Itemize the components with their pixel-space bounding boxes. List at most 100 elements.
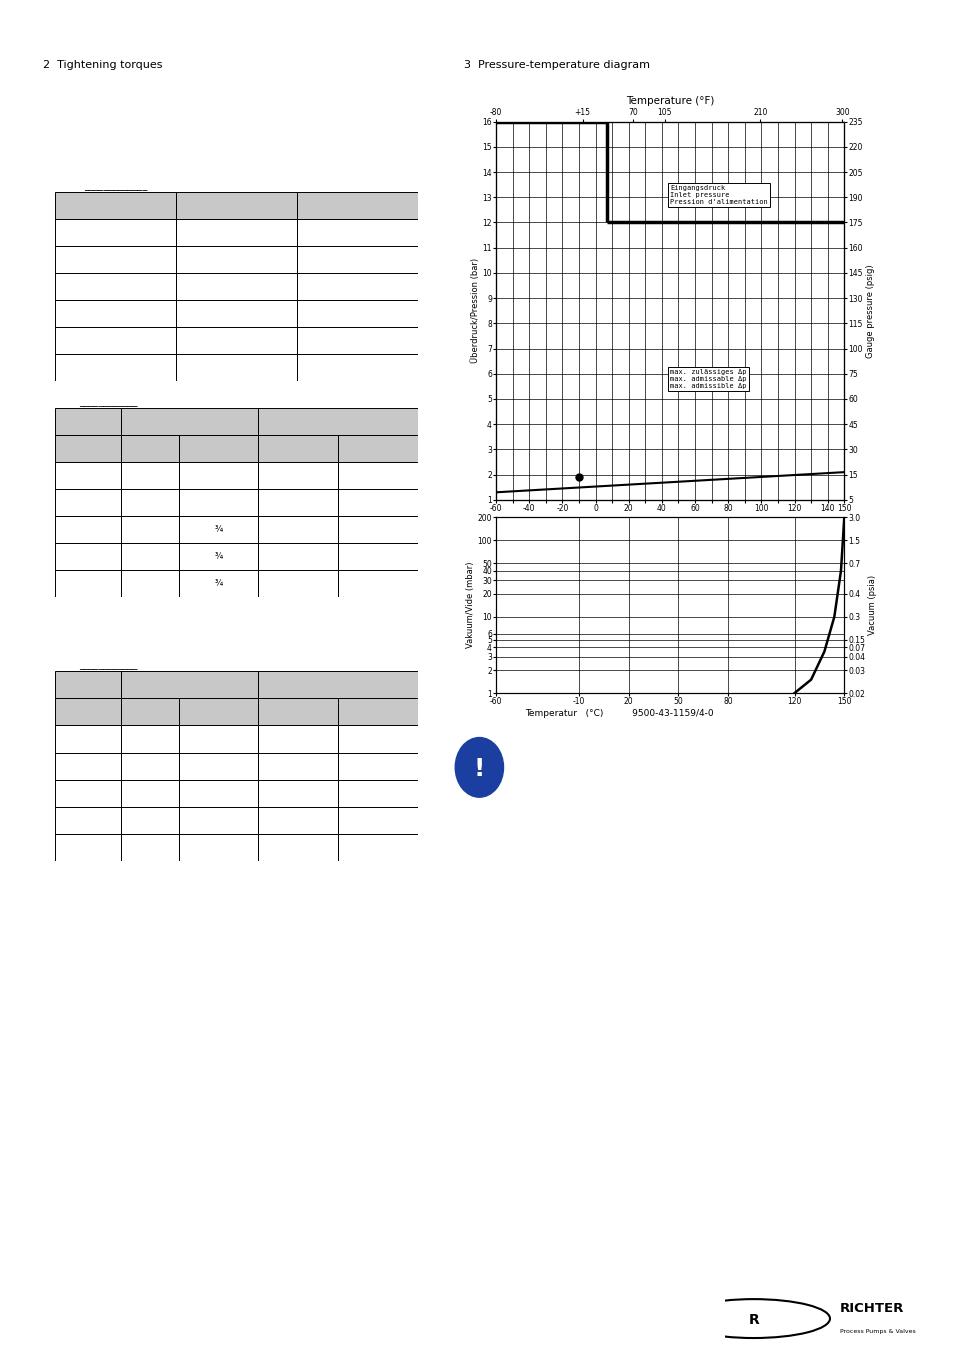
Bar	[258, 834, 337, 861]
Y-axis label: Gauge pressure (psig): Gauge pressure (psig)	[864, 263, 874, 358]
Bar	[176, 192, 296, 219]
Text: ¾: ¾	[214, 526, 222, 534]
Text: Eingangsdruck
Inlet pressure
Pression d'alimentation: Eingangsdruck Inlet pressure Pression d'…	[669, 185, 767, 204]
Bar	[120, 753, 178, 780]
Bar	[55, 462, 120, 489]
Bar	[55, 725, 120, 753]
Bar	[55, 408, 120, 435]
Bar	[337, 807, 417, 834]
Bar	[296, 327, 417, 354]
Bar	[120, 570, 178, 597]
Bar	[178, 834, 258, 861]
Bar	[120, 780, 178, 807]
Bar	[337, 834, 417, 861]
Bar	[178, 725, 258, 753]
Text: RICHTER: RICHTER	[839, 1302, 902, 1316]
Bar	[176, 273, 296, 300]
Bar	[337, 435, 417, 462]
Bar	[176, 300, 296, 327]
Circle shape	[455, 738, 503, 797]
Bar	[120, 408, 258, 435]
Bar	[337, 489, 417, 516]
Y-axis label: Überdruck/Pression (bar): Überdruck/Pression (bar)	[470, 258, 479, 363]
Bar	[258, 489, 337, 516]
Bar	[178, 753, 258, 780]
Y-axis label: Vacuum (psia): Vacuum (psia)	[867, 576, 877, 635]
Bar	[55, 327, 176, 354]
Circle shape	[677, 1300, 829, 1337]
Bar	[337, 570, 417, 597]
Bar	[55, 780, 120, 807]
Bar	[296, 192, 417, 219]
Bar	[178, 698, 258, 725]
Bar	[55, 219, 176, 246]
Bar	[55, 246, 176, 273]
Bar	[120, 671, 258, 698]
Text: 2  Tightening torques: 2 Tightening torques	[43, 59, 162, 70]
Bar	[120, 834, 178, 861]
Bar	[120, 807, 178, 834]
Bar	[120, 516, 178, 543]
Bar	[55, 516, 120, 543]
Bar	[55, 753, 120, 780]
Bar	[178, 462, 258, 489]
Text: Temperatur   (°C)          9500-43-1159/4-0: Temperatur (°C) 9500-43-1159/4-0	[524, 709, 713, 717]
Bar	[258, 753, 337, 780]
Bar	[258, 671, 417, 698]
Bar	[178, 489, 258, 516]
Bar	[258, 435, 337, 462]
Bar	[337, 753, 417, 780]
Bar	[296, 354, 417, 381]
Text: !: !	[474, 758, 484, 781]
Bar	[120, 725, 178, 753]
Bar	[120, 543, 178, 570]
Bar	[337, 462, 417, 489]
Bar	[55, 834, 120, 861]
Bar	[55, 489, 120, 516]
Bar	[55, 570, 120, 597]
Bar	[176, 327, 296, 354]
Bar	[258, 408, 417, 435]
Text: Process Pumps & Valves: Process Pumps & Valves	[839, 1329, 914, 1333]
Bar	[296, 273, 417, 300]
Bar	[55, 273, 176, 300]
Text: ¾: ¾	[214, 580, 222, 588]
Bar	[258, 698, 337, 725]
Bar	[258, 725, 337, 753]
Bar	[176, 246, 296, 273]
Text: 3  Pressure-temperature diagram: 3 Pressure-temperature diagram	[463, 59, 649, 70]
Bar	[258, 570, 337, 597]
Bar	[178, 807, 258, 834]
Bar	[176, 354, 296, 381]
Bar	[176, 219, 296, 246]
Bar	[55, 300, 176, 327]
Bar	[178, 435, 258, 462]
Bar	[337, 698, 417, 725]
Bar	[55, 543, 120, 570]
Bar	[120, 698, 178, 725]
X-axis label: Temperature (°F): Temperature (°F)	[625, 96, 714, 107]
Bar	[120, 462, 178, 489]
Bar	[120, 435, 178, 462]
Bar	[337, 543, 417, 570]
Bar	[178, 516, 258, 543]
Text: max. zulässiges Δp
max. admissable Δp
max. admissible Δp: max. zulässiges Δp max. admissable Δp ma…	[669, 369, 746, 389]
Bar	[296, 219, 417, 246]
Bar	[296, 300, 417, 327]
Bar	[55, 807, 120, 834]
Bar	[337, 780, 417, 807]
Bar	[337, 516, 417, 543]
Bar	[337, 725, 417, 753]
Y-axis label: Vakuum/Vide (mbar): Vakuum/Vide (mbar)	[465, 562, 475, 648]
Text: ____________: ____________	[79, 661, 137, 670]
Bar	[55, 435, 120, 462]
Bar	[258, 807, 337, 834]
Text: _____________: _____________	[84, 181, 147, 190]
Bar	[178, 780, 258, 807]
Bar	[55, 698, 120, 725]
Bar	[258, 462, 337, 489]
Text: ¾: ¾	[214, 553, 222, 561]
Bar	[120, 489, 178, 516]
Bar	[55, 354, 176, 381]
Bar	[296, 246, 417, 273]
